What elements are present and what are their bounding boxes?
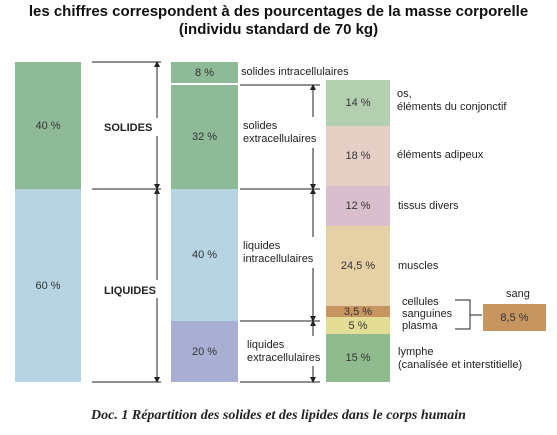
cellules-label-2: sanguines	[402, 308, 453, 320]
solides-extra-block: 32 %	[171, 85, 238, 189]
tissus-block: 12 %	[326, 186, 390, 226]
tissus-value: 12 %	[345, 200, 371, 212]
figure-title-line1: les chiffres correspondent à des pourcen…	[28, 3, 529, 20]
solides-block: 40 %	[15, 62, 81, 189]
os-label-1: os,	[397, 88, 412, 100]
lymphe-label-2: (canalisée et interstitielle)	[398, 359, 523, 371]
lymphe-label-1: lymphe	[398, 346, 434, 358]
sang-label: sang	[506, 288, 530, 300]
os-label-2: éléments du conjonctif	[397, 101, 507, 113]
cellules-value: 3,5 %	[343, 305, 373, 318]
solides-intra-block: 8 %	[171, 62, 238, 83]
sang-bracket	[455, 299, 471, 330]
figure-caption: Doc. 1 Répartition des solides et des li…	[91, 408, 466, 423]
solides-extra-label-1: solides	[243, 120, 278, 132]
muscles-block: 24,5 %	[326, 226, 390, 306]
adipeux-block: 18 %	[326, 126, 390, 186]
cellules-label-1: cellules	[402, 296, 439, 308]
liquides-extra-block: 20 %	[171, 321, 238, 382]
liquides-extra-value: 20 %	[191, 345, 218, 358]
solides-value: 40 %	[35, 119, 61, 132]
liquides-block: 60 %	[15, 189, 81, 382]
plasma-label: plasma	[402, 320, 438, 332]
liquides-intra-block: 40 %	[171, 189, 238, 321]
cellules-block: 3,5 %	[326, 305, 390, 318]
liquides-extra-label-2: extracellulaires	[247, 352, 321, 364]
sang-value: 8,5 %	[500, 311, 529, 324]
liquides-extra-label-1: liquides	[247, 339, 285, 351]
tissus-label: tissus divers	[398, 200, 459, 212]
liquides-value: 60 %	[35, 279, 61, 292]
solides-intra-label: solides intracellulaires	[241, 66, 349, 78]
lymphe-block: 15 %	[326, 334, 390, 382]
muscles-value: 24,5 %	[340, 260, 376, 272]
adipeux-value: 18 %	[345, 150, 371, 162]
muscles-label: muscles	[398, 260, 439, 272]
sang-block: 8,5 %	[483, 304, 546, 331]
figure-title-line2: (individu standard de 70 kg)	[178, 21, 379, 38]
plasma-block: 5 %	[326, 317, 390, 334]
adipeux-label: éléments adipeux	[397, 149, 484, 161]
solides-label: SOLIDES	[104, 122, 153, 134]
os-value: 14 %	[345, 97, 371, 109]
solides-extra-label-2: extracellulaires	[243, 133, 317, 145]
liquides-label: LIQUIDES	[104, 285, 156, 297]
lymphe-value: 15 %	[345, 352, 371, 364]
liquides-intra-value: 40 %	[191, 249, 218, 261]
solides-extra-value: 32 %	[191, 131, 218, 143]
plasma-value: 5 %	[348, 319, 368, 332]
solides-intra-value: 8 %	[195, 66, 214, 79]
liquides-intra-label-2: intracellulaires	[243, 253, 314, 265]
os-block: 14 %	[326, 80, 390, 126]
liquides-intra-label-1: liquides	[243, 240, 281, 252]
